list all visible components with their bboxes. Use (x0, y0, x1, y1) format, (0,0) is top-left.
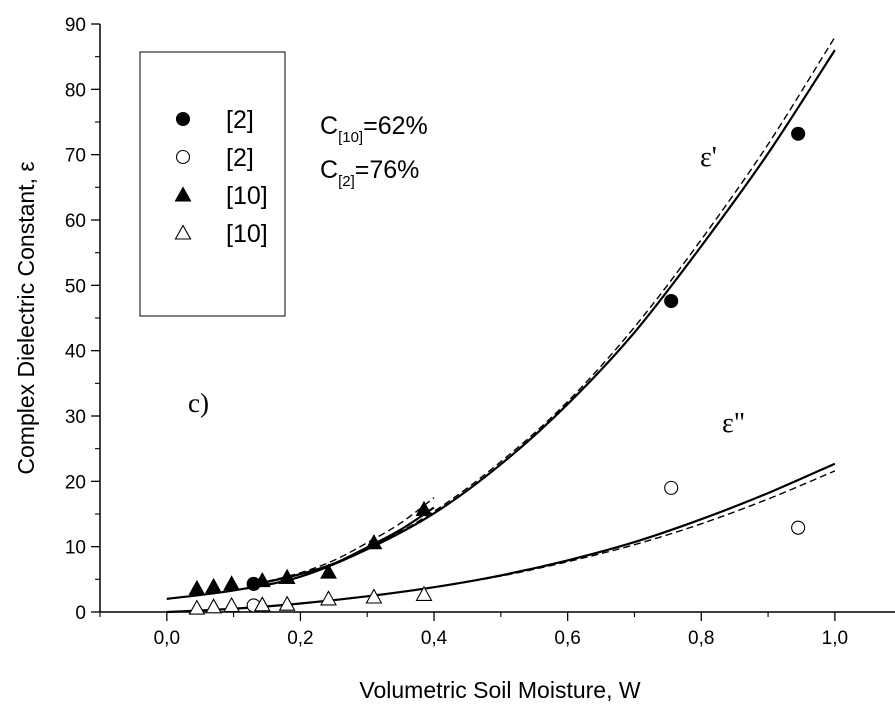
filled-triangle-point (188, 579, 206, 596)
legend-label: [10] (226, 182, 268, 210)
open-circle-point (791, 520, 806, 535)
filled-triangle-point (205, 577, 223, 594)
x-tick-label: 0,4 (421, 628, 448, 649)
legend-open-triangle-marker (174, 224, 192, 240)
x-tick-label: 0,0 (154, 628, 180, 649)
c10-value: =62% (363, 112, 428, 140)
open-circle-point (664, 480, 679, 495)
axes (99, 24, 895, 613)
c10-annotation: C[10]=62% (320, 112, 428, 146)
y-tick-label: 30 (65, 407, 86, 428)
open-triangle-point (278, 595, 296, 611)
open-triangle-point (253, 596, 271, 612)
eps-real-label: ε' (700, 142, 717, 173)
filled-triangle-point (253, 571, 271, 588)
y-tick-label: 70 (65, 146, 86, 167)
y-tick-label: 90 (65, 15, 86, 36)
fit-curves (166, 36, 836, 614)
legend: [2] [2] [10] [10] (174, 106, 268, 248)
filled-triangle-point (278, 568, 296, 584)
open-triangle-point (320, 590, 337, 606)
c10-main: C (320, 112, 338, 140)
filled-triangle-point (223, 575, 241, 591)
panel-label: c) (188, 388, 209, 418)
filled-triangle-point (365, 534, 383, 550)
open-triangle-point (205, 598, 223, 614)
dashed-fit-curve (166, 36, 836, 600)
x-tick-label: 0,6 (554, 628, 580, 649)
y-tick-label: 20 (65, 472, 86, 493)
y-tick-label: 50 (65, 276, 86, 297)
filled-triangle-point (320, 563, 337, 579)
open-triangle-point (188, 599, 206, 615)
solid-fit-curve (266, 506, 435, 583)
c2-annotation: C[2]=76% (320, 156, 419, 190)
y-tick-label: 80 (65, 80, 86, 101)
solid-fit-curve (166, 49, 836, 600)
c10-sub: [10] (338, 129, 363, 146)
legend-open-circle-marker (175, 149, 191, 165)
y-tick-label: 10 (65, 538, 86, 559)
c2-value: =76% (355, 156, 420, 184)
y-tick-label: 0 (75, 603, 86, 624)
y-tick-label: 40 (65, 342, 86, 363)
x-axis-label: Volumetric Soil Moisture, W (359, 677, 640, 703)
c2-sub: [2] (338, 173, 355, 190)
eps-imag-label: ε" (722, 408, 745, 439)
y-axis-label: Complex Dielectric Constant, ε (13, 161, 39, 474)
solid-fit-curve (166, 462, 836, 614)
legend-filled-triangle-marker (174, 186, 192, 202)
filled-triangle-point (415, 500, 433, 516)
x-tick-label: 0,2 (287, 628, 313, 649)
c2-main: C (320, 156, 338, 184)
dashed-fit-curve (266, 497, 435, 582)
legend-label: [2] (226, 144, 254, 172)
open-triangle-point (223, 596, 241, 613)
filled-circle-point (664, 293, 679, 309)
legend-box (139, 51, 286, 317)
open-triangle-point (365, 588, 383, 604)
dashed-fit-curve (166, 470, 836, 613)
legend-label: [2] (226, 106, 254, 134)
filled-circle-point (791, 126, 806, 141)
y-tick-label: 60 (65, 211, 86, 232)
ticks: 0 10 20 30 40 50 60 70 80 90 0,0 0,2 0,4 0,6 0,8 1,0 (65, 15, 848, 649)
x-tick-label: 1,0 (822, 628, 848, 649)
x-tick-label: 0,8 (688, 628, 714, 649)
legend-filled-circle-marker (175, 111, 191, 127)
open-triangle-point (415, 585, 433, 601)
data-points (188, 126, 806, 615)
legend-label: [10] (226, 220, 268, 248)
